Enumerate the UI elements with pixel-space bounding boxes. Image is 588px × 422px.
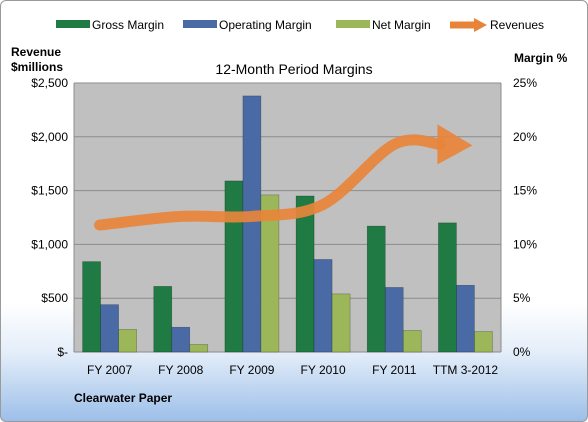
x-tick-label: FY 2010 — [301, 363, 346, 377]
bar-gross-margin — [224, 180, 244, 353]
x-tick-label: FY 2011 — [372, 363, 417, 377]
left-axis-title-line2: $millions — [11, 60, 64, 74]
bar-net-margin — [402, 330, 422, 353]
bar-operating-margin — [100, 304, 119, 353]
right-tick-label: 25% — [513, 76, 537, 90]
legend-revenues-label: Revenues — [490, 18, 545, 32]
bar-gross-margin — [438, 222, 457, 353]
left-axis-title-line1: Revenue — [11, 45, 62, 59]
bar-net-margin — [260, 194, 280, 353]
chart-title: 12-Month Period Margins — [215, 61, 373, 77]
left-tick-label: $1,500 — [31, 184, 68, 198]
right-tick-label: 20% — [513, 130, 537, 144]
bar-gross-margin — [153, 286, 173, 353]
bar-gross-margin — [366, 225, 386, 353]
company-name: Clearwater Paper — [74, 391, 173, 405]
bar-net-margin — [118, 329, 137, 353]
legend-gross-swatch — [56, 20, 90, 28]
right-tick-label: 5% — [513, 291, 531, 305]
x-tick-label: FY 2009 — [229, 363, 274, 377]
bar-net-margin — [474, 331, 493, 353]
bar-operating-margin — [384, 287, 404, 353]
left-tick-label: $500 — [41, 291, 68, 305]
bar-operating-margin — [171, 326, 191, 353]
right-axis-title: Margin % — [514, 51, 568, 65]
right-tick-label: 10% — [513, 237, 537, 251]
bar-operating-margin — [456, 284, 475, 353]
legend-operating-swatch — [183, 20, 217, 28]
right-tick-label: 15% — [513, 184, 537, 198]
left-tick-label: $- — [57, 345, 68, 359]
bar-gross-margin — [82, 261, 101, 353]
x-tick-label: FY 2007 — [87, 363, 132, 377]
legend-operating-label: Operating Margin — [219, 18, 312, 32]
bar-operating-margin — [313, 259, 333, 353]
left-tick-label: $1,000 — [31, 237, 68, 251]
left-tick-label: $2,500 — [31, 76, 68, 90]
legend-revenues-arrow-icon — [450, 18, 487, 32]
legend-net-swatch — [336, 20, 370, 28]
bar-net-margin — [189, 344, 209, 353]
bar-net-margin — [331, 293, 351, 353]
bar-operating-margin — [242, 95, 262, 353]
x-tick-label: TTM 3-2012 — [433, 363, 499, 377]
legend-gross-label: Gross Margin — [92, 18, 165, 32]
revenues-line — [94, 134, 446, 231]
x-tick-label: FY 2008 — [158, 363, 203, 377]
legend-net-label: Net Margin — [372, 18, 431, 32]
revenues-arrowhead — [437, 124, 473, 165]
left-tick-label: $2,000 — [31, 130, 68, 144]
bar-gross-margin — [295, 195, 315, 353]
right-tick-label: 0% — [513, 345, 531, 359]
